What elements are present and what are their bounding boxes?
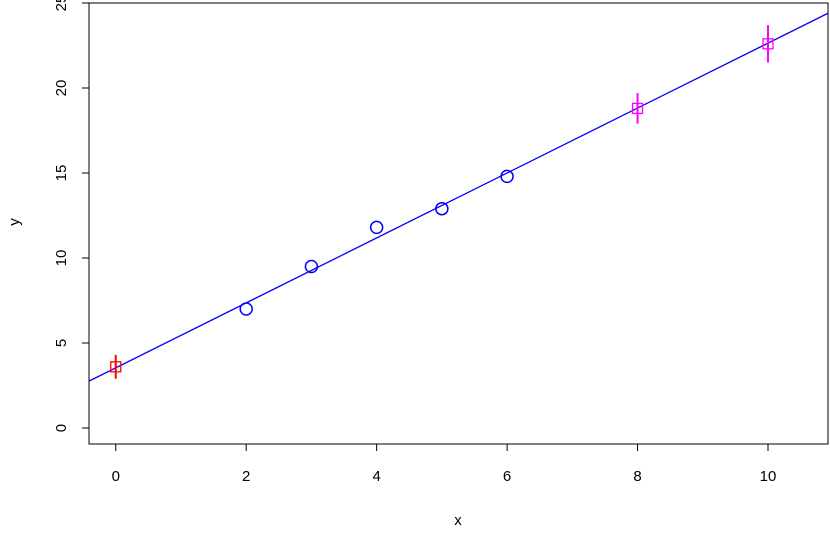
x-tick-label: 8 [633, 468, 641, 485]
x-tick-label: 4 [372, 468, 380, 485]
x-tick-label: 10 [760, 468, 777, 485]
point [304, 259, 319, 274]
point [500, 169, 514, 184]
fit-line [89, 12, 828, 382]
y-tick-label: 5 [53, 339, 70, 347]
point [631, 102, 644, 115]
y-tick-label: 20 [53, 80, 70, 97]
point [435, 201, 449, 216]
x-tick-label: 0 [112, 468, 120, 485]
y-tick-label: 0 [53, 424, 70, 432]
x-tick-label: 2 [242, 468, 250, 485]
x-axis-label: x [454, 512, 462, 529]
y-tick-label: 25 [53, 0, 70, 11]
y-tick-label: 15 [53, 165, 70, 182]
x-tick-label: 6 [503, 468, 511, 485]
point [110, 361, 122, 373]
point [239, 302, 253, 316]
y-tick-label: 10 [53, 250, 70, 267]
point [762, 38, 774, 50]
y-axis-label: y [6, 218, 23, 226]
point [369, 220, 384, 235]
